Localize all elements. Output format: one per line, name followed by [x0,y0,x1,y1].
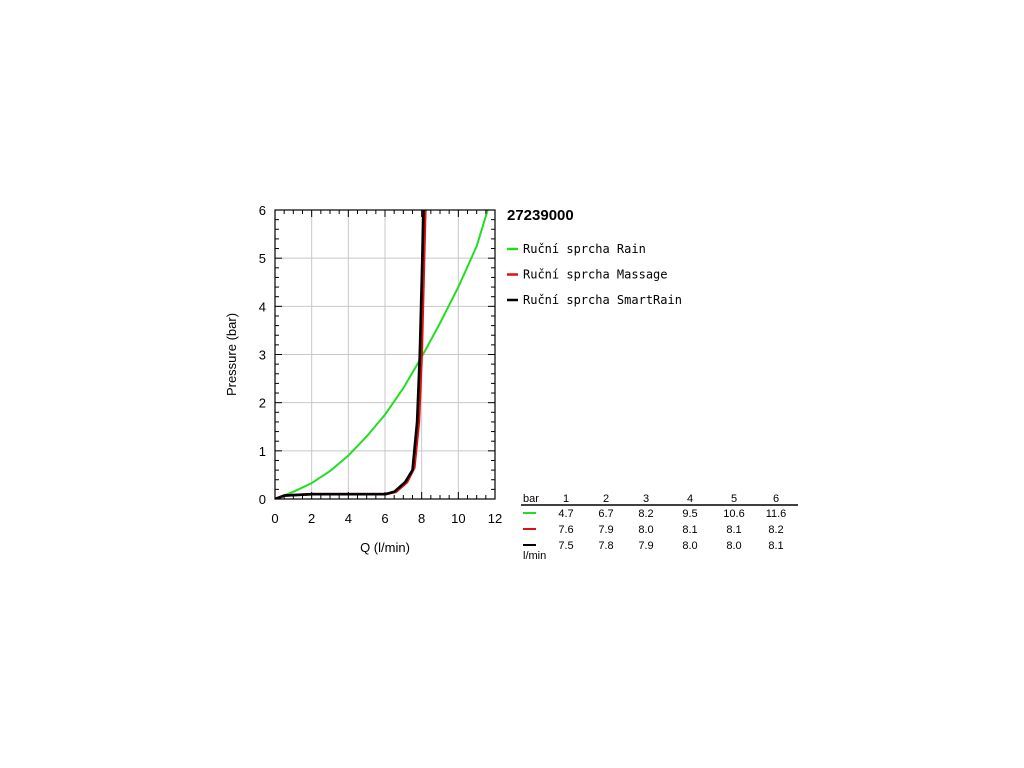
table-header-label: bar [523,493,539,505]
table-cell: 7.6 [558,524,573,536]
legend: Ruční sprcha Rain Ruční sprcha Massage Ruč… [507,242,682,307]
table-cell: 8.2 [768,524,783,536]
legend-label: Ruční sprcha Massage [523,268,668,282]
table-cell: 8.1 [726,524,741,536]
table-cell: 10.6 [723,508,744,520]
table-unit-label: l/min [523,550,546,562]
y-tick-label: 5 [259,251,266,266]
table-cell: 6.7 [598,508,613,520]
x-tick-label: 8 [418,511,425,526]
table-cell: 4.7 [558,508,573,520]
x-tick-label: 2 [308,511,315,526]
table-column-header: 4 [687,493,693,505]
table-cell: 7.9 [638,540,653,552]
x-axis-label: Q (l/min) [360,540,410,555]
x-tick-label: 4 [345,511,352,526]
y-tick-label: 3 [259,348,266,363]
x-tick-label: 6 [381,511,388,526]
flow-table: bar 1 2 3 4 5 6 4.7 6.7 8.2 9.5 10.6 11.6 7.6 7.9 8.0 8.… [521,493,798,562]
table-cell: 7.5 [558,540,573,552]
table-cell: 7.8 [598,540,613,552]
chart-title: 27239000 [507,207,574,224]
x-tick-label: 0 [271,511,278,526]
table-cell: 9.5 [682,508,697,520]
x-tick-label: 10 [451,511,465,526]
series-line-rucni-sprcha-rain [275,210,489,499]
grid [275,210,495,499]
legend-label: Ruční sprcha Rain [523,242,646,256]
table-cell: 8.0 [726,540,741,552]
y-tick-label: 0 [259,492,266,507]
table-cell: 7.9 [598,524,613,536]
y-tick-label: 4 [259,299,266,314]
table-column-header: 1 [563,493,569,505]
table-cell: 8.0 [638,524,653,536]
legend-label: Ruční sprcha SmartRain [523,293,682,307]
table-column-header: 6 [773,493,779,505]
table-cell: 8.1 [682,524,697,536]
table-column-header: 3 [643,493,649,505]
table-cell: 8.0 [682,540,697,552]
table-cell: 8.1 [768,540,783,552]
series-line-rucni-sprcha-smartrain [275,210,425,499]
y-tick-label: 1 [259,444,266,459]
table-cell: 11.6 [766,508,787,520]
table-column-header: 2 [603,493,609,505]
y-tick-label: 6 [259,203,266,218]
table-cell: 8.2 [638,508,653,520]
series-lines [275,210,489,499]
x-tick-label: 12 [488,511,502,526]
y-axis-label: Pressure (bar) [224,313,239,396]
table-column-header: 5 [731,493,737,505]
y-tick-label: 2 [259,396,266,411]
